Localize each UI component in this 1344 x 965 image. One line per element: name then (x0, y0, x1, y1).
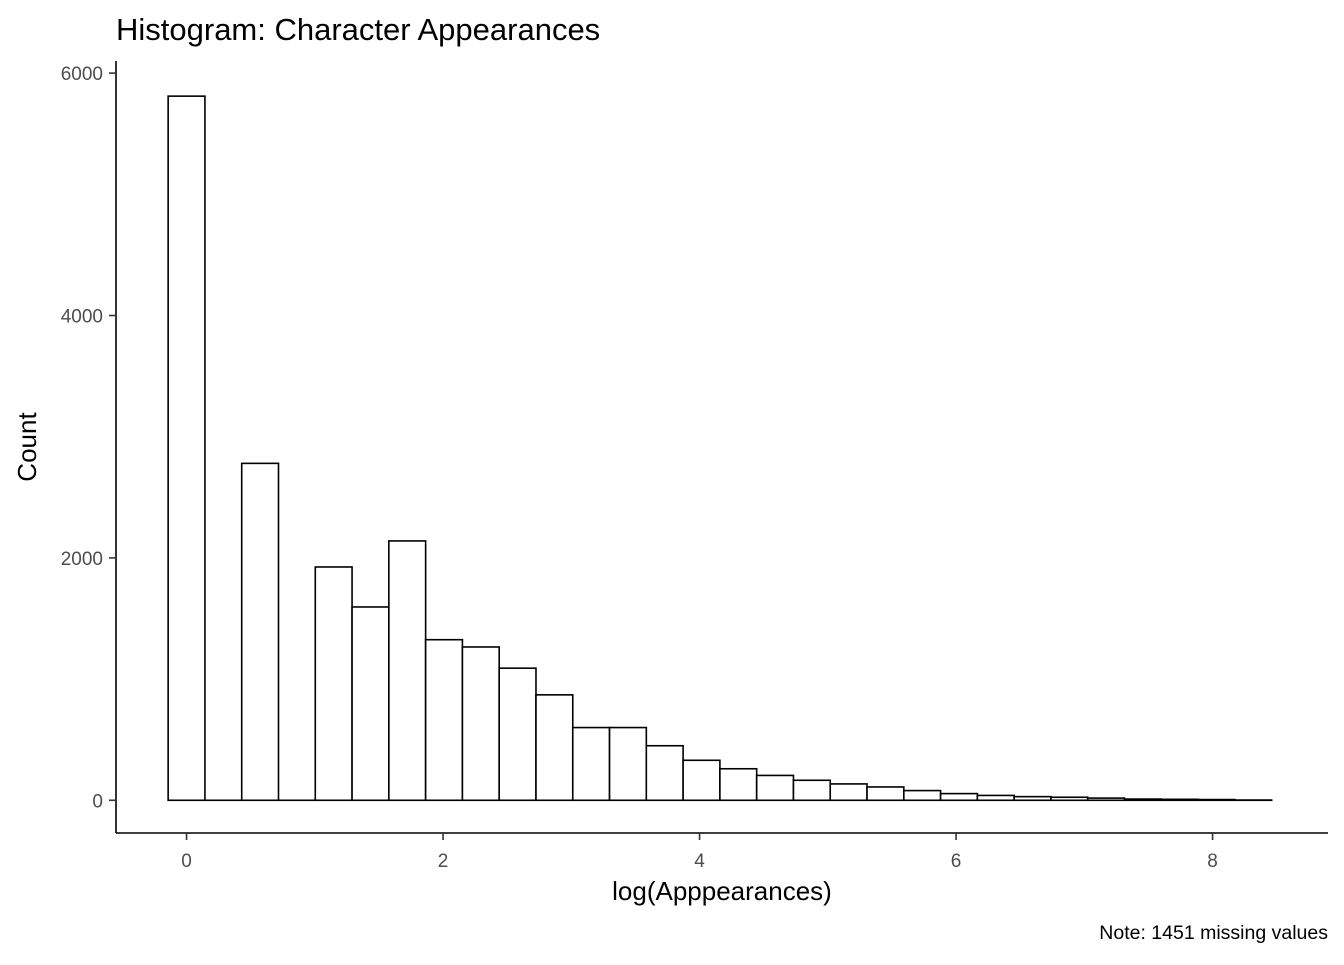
bars-layer (168, 96, 1271, 800)
histogram-bar (389, 541, 426, 800)
chart-title: Histogram: Character Appearances (116, 12, 600, 47)
x-tick-label: 8 (1207, 851, 1218, 872)
x-tick-label: 2 (438, 851, 449, 872)
histogram-bar (867, 787, 904, 800)
histogram-bar (793, 780, 830, 800)
histogram-bar (315, 567, 352, 800)
histogram-bar (720, 769, 757, 801)
y-ticks-layer: 0 2000 4000 6000 (61, 64, 116, 812)
histogram-bar (830, 784, 867, 800)
histogram-bar (1161, 799, 1198, 800)
histogram-bar (1014, 797, 1051, 801)
histogram-bar (352, 607, 389, 800)
histogram-bar (499, 668, 536, 800)
histogram-bar (426, 640, 463, 801)
histogram-bar (757, 775, 794, 800)
histogram-bar (462, 647, 499, 800)
histogram-bar (683, 760, 720, 800)
histogram-bar (242, 463, 279, 800)
y-tick-label: 2000 (61, 549, 103, 570)
histogram-bar (646, 746, 683, 801)
histogram-bar (1051, 797, 1088, 800)
y-axis-title: Count (12, 412, 42, 482)
histogram-bar (941, 794, 978, 801)
y-tick-label: 6000 (61, 64, 103, 85)
histogram-bar (573, 728, 610, 801)
histogram-bar (1088, 798, 1125, 800)
chart-caption: Note: 1451 missing values (1099, 922, 1328, 944)
x-tick-label: 6 (951, 851, 962, 872)
histogram-bar (1198, 800, 1235, 801)
histogram-bar (1125, 799, 1162, 800)
x-ticks-layer: 0 2 4 6 8 (181, 833, 1218, 872)
x-tick-label: 0 (181, 851, 192, 872)
histogram-bar (536, 695, 573, 800)
histogram-bar (610, 728, 647, 801)
y-tick-label: 0 (92, 791, 103, 812)
axes-layer (116, 61, 1328, 833)
histogram-bar (977, 795, 1014, 800)
x-axis-title: log(Apppearances) (612, 876, 832, 906)
x-tick-label: 4 (694, 851, 705, 872)
histogram-bar (904, 791, 941, 801)
histogram-bar (168, 96, 205, 800)
y-tick-label: 4000 (61, 307, 103, 328)
